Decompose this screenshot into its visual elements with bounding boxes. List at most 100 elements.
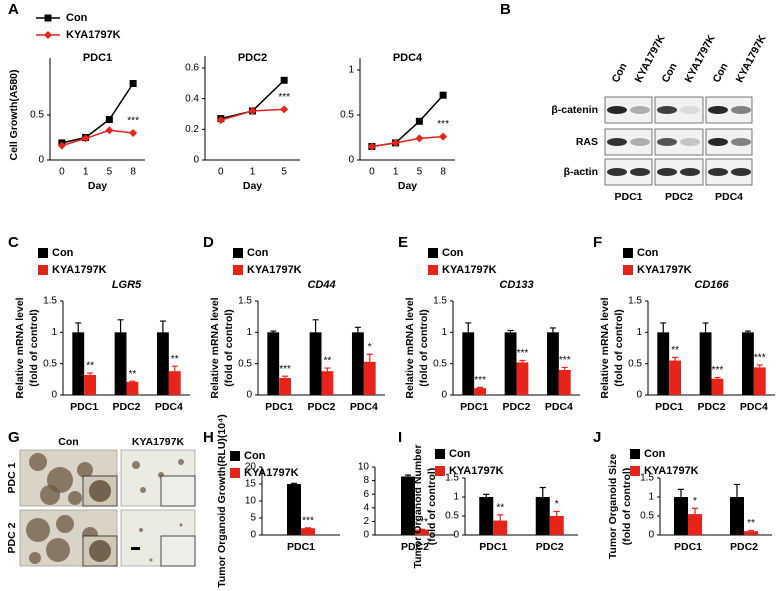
panel-label: H	[203, 429, 214, 446]
blot-row-label: RAS	[576, 136, 598, 148]
y-tick-label: 0	[51, 390, 57, 401]
organoid	[149, 558, 153, 562]
legend-swatch	[230, 451, 240, 461]
marker	[44, 31, 52, 39]
blot-band	[630, 106, 650, 114]
marker	[367, 142, 376, 151]
significance: *	[368, 342, 372, 353]
chart-title: PDC1	[83, 52, 112, 64]
image-row-label: PDC 1	[6, 462, 18, 493]
x-tick-label: PDC4	[155, 401, 183, 413]
y-tick-label: 8	[363, 475, 369, 486]
legend-swatch	[630, 466, 640, 476]
marker	[81, 134, 90, 143]
bar	[301, 528, 315, 535]
x-tick-label: 5	[281, 167, 287, 178]
x-tick-label: PDC1	[70, 401, 98, 413]
blot-band	[708, 138, 728, 146]
error-bar	[324, 367, 331, 372]
y-tick-label: 6	[363, 489, 369, 500]
x-tick-label: 0	[59, 167, 65, 178]
image-row-label: PDC 2	[6, 522, 18, 553]
legend-label: Con	[449, 448, 471, 460]
legend-swatch	[435, 449, 445, 459]
y-tick-label: 0.5	[30, 110, 44, 121]
panel-label: I	[398, 429, 402, 446]
significance: **	[496, 503, 504, 514]
x-tick-label: 5	[107, 167, 113, 178]
bar	[479, 497, 494, 535]
x-axis-label: Day	[398, 180, 417, 192]
legend-swatch	[38, 265, 48, 275]
y-tick-label: 5	[250, 513, 256, 524]
y-axis-label: Relative mRNA level	[209, 297, 221, 398]
error-bar	[291, 482, 297, 484]
y-tick-label: 0.5	[628, 358, 642, 369]
x-tick-label: PDC1	[479, 541, 507, 553]
legend-swatch	[233, 248, 243, 258]
y-tick-label: 1	[648, 492, 654, 503]
y-axis-label: (fold of control)	[28, 309, 40, 387]
y-axis-label: Relative mRNA level	[404, 297, 416, 398]
significance: *	[555, 499, 559, 510]
blot-column-label: Con	[660, 61, 680, 85]
bar	[674, 497, 688, 535]
error-bar	[660, 322, 667, 333]
y-tick-label: 1	[636, 327, 642, 338]
bar	[287, 484, 301, 535]
y-axis-label: (fold of control)	[621, 468, 633, 546]
significance: ***	[712, 365, 724, 376]
organoid	[68, 491, 82, 505]
organoid	[178, 459, 184, 465]
y-tick-label: 0	[363, 530, 369, 541]
x-tick-label: PDC2	[112, 401, 140, 413]
y-tick-label: 0	[250, 530, 256, 541]
legend-label: KYA1797K	[442, 264, 497, 276]
organoid	[89, 540, 111, 562]
y-tick-label: 15	[245, 479, 257, 490]
bar	[549, 516, 564, 535]
y-axis-label: (fold of control)	[613, 309, 625, 387]
significance: ***	[437, 119, 449, 130]
significance: **	[171, 354, 179, 365]
significance: ***	[754, 353, 766, 364]
error-bar	[354, 326, 361, 333]
significance: ***	[127, 116, 139, 127]
legend-label: Con	[52, 247, 74, 259]
marker	[248, 106, 257, 115]
blot-group-label: PDC2	[665, 191, 693, 203]
image-column-label: KYA1797K	[132, 436, 185, 448]
blot-column-label: Con	[711, 61, 731, 85]
legend-label: KYA1797K	[247, 264, 302, 276]
legend-label: Con	[644, 448, 666, 460]
y-tick-label: 0.2	[185, 124, 199, 135]
series-line	[61, 129, 134, 147]
blot-band	[731, 106, 751, 114]
bar	[267, 332, 280, 395]
legend-swatch	[233, 265, 243, 275]
x-tick-label: 5	[417, 167, 423, 178]
blot-band	[657, 138, 677, 146]
significance: **	[86, 361, 94, 372]
legend-label: KYA1797K	[644, 465, 699, 477]
significance: **	[324, 356, 332, 367]
y-tick-label: 0.5	[445, 511, 459, 522]
significance: ***	[474, 375, 486, 386]
legend-swatch	[623, 265, 633, 275]
blot-band	[607, 106, 627, 114]
y-axis-label: Tumor Organoid Growth(RLU)(10⁴)	[216, 414, 228, 588]
y-tick-label: 2	[363, 516, 369, 527]
y-axis-label: Cell Growth(A580)	[8, 69, 20, 160]
error-bar	[734, 483, 740, 497]
marker	[57, 141, 66, 150]
y-tick-label: 0	[636, 390, 642, 401]
y-tick-label: 0	[193, 155, 199, 166]
significance: *	[693, 496, 697, 507]
legend-label: KYA1797K	[449, 465, 504, 477]
blot-band	[680, 138, 700, 146]
bar	[415, 529, 429, 535]
bar	[711, 378, 724, 395]
panel-label: A	[8, 1, 19, 18]
bar	[753, 367, 766, 395]
